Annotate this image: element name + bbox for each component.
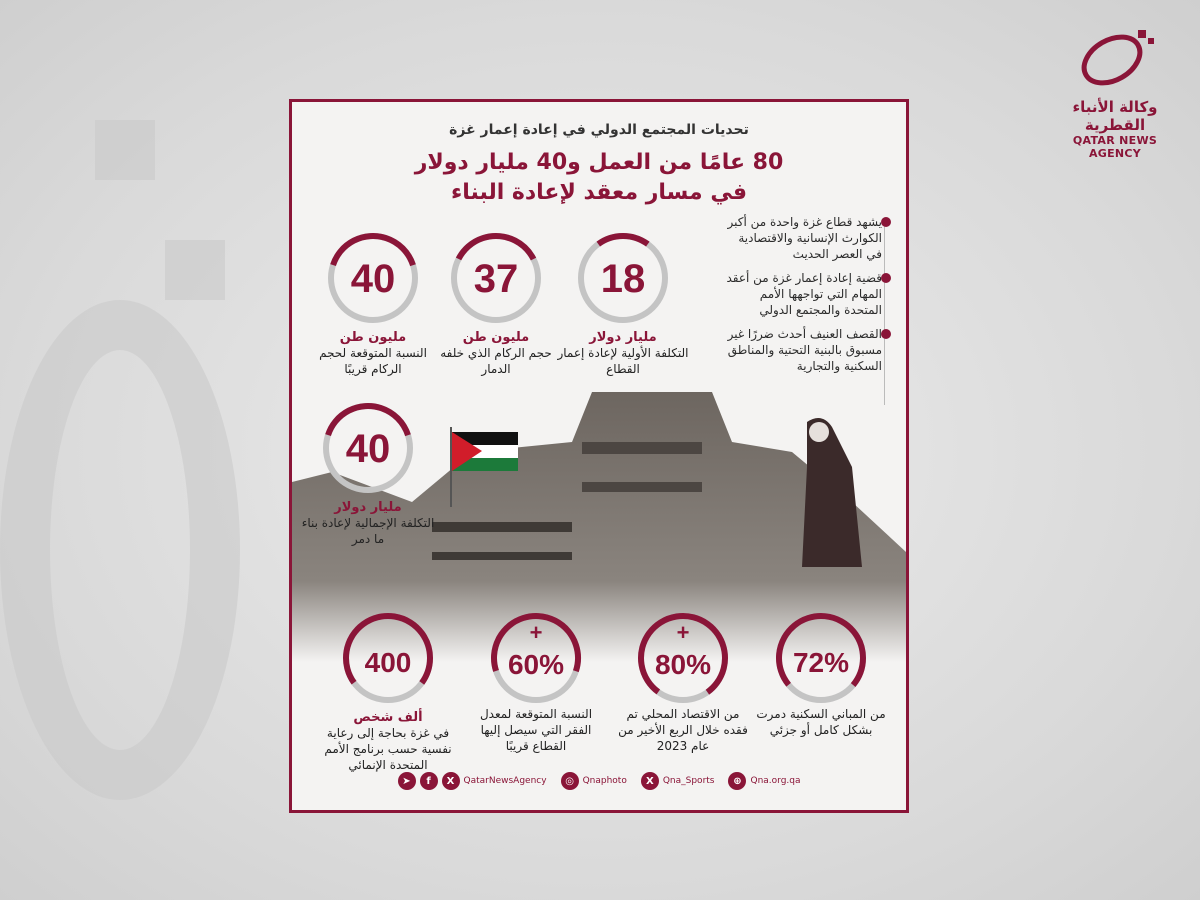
stat-description: التكلفة الأولية لإعادة إعمار القطاع <box>557 346 689 376</box>
stat-value: 400 <box>365 647 412 678</box>
bullet-list: يشهد قطاع غزة واحدة من أكبر الكوارث الإن… <box>722 214 891 405</box>
title-line: في مسار معقد لإعادة البناء <box>450 180 748 205</box>
bullet-text: يشهد قطاع غزة واحدة من أكبر الكوارث الإن… <box>727 215 882 261</box>
stat-unit: مليار دولار <box>334 500 402 515</box>
social-group: X Qna_Sports <box>640 772 715 790</box>
stat-value: 40 <box>351 257 396 301</box>
stat-description: النسبة المتوقعة لحجم الركام قريبًا <box>319 346 427 376</box>
handle-qatarnewsagency[interactable]: QatarNewsAgency <box>463 776 547 786</box>
infographic-card: تحديات المجتمع الدولي في إعادة إعمار غزة… <box>289 99 909 813</box>
logo-arabic: وكالة الأنباء القطرية <box>1072 98 1158 134</box>
bullet-item: القصف العنيف أحدث ضررًا غير مسبوق بالبني… <box>722 326 891 374</box>
globe-icon[interactable]: ⊕ <box>728 772 747 790</box>
social-group: ⊕ Qna.org.qa <box>728 772 801 790</box>
qna-emblem-icon <box>1081 30 1154 86</box>
instagram-icon[interactable]: ◎ <box>560 772 579 790</box>
stat-value: 37 <box>474 257 519 301</box>
telegram-icon[interactable]: ➤ <box>397 772 416 790</box>
stat-value: 72% <box>793 647 849 678</box>
x-icon[interactable]: X <box>640 772 659 790</box>
stat-unit: ألف شخص <box>353 710 423 725</box>
ring-fill <box>776 613 866 703</box>
bg-square <box>165 240 225 300</box>
stat-description: النسبة المتوقعة لمعدل الفقر التي سيصل إل… <box>479 707 593 753</box>
plus-sign: + <box>677 620 690 645</box>
stat-description: التكلفة الإجمالية لإعادة بناء ما دمر <box>301 516 435 546</box>
bullet-item: قضية إعادة إعمار غزة من أعقد المهام التي… <box>722 270 891 318</box>
stat-item: 40 مليار دولار التكلفة الإجمالية لإعادة بن… <box>298 400 438 547</box>
main-title: 80 عامًا من العمل و40 مليار دولار في مسا… <box>292 148 906 208</box>
bg-ring <box>0 300 240 800</box>
stat-ring: 40 <box>323 403 413 493</box>
stat-ring: 40 <box>328 233 418 323</box>
stat-item: 40 مليون طن النسبة المتوقعة لحجم الركام قر… <box>303 230 443 377</box>
stat-description: في غزة بحاجة إلى رعاية نفسية حسب برنامج … <box>324 726 452 772</box>
stat-value: 60% <box>508 649 564 680</box>
bullet-item: يشهد قطاع غزة واحدة من أكبر الكوارث الإن… <box>722 214 891 262</box>
ring-fill <box>343 613 433 704</box>
facebook-icon[interactable]: f <box>419 772 438 790</box>
destroyed-buildings-photo <box>292 392 906 662</box>
x-icon[interactable]: X <box>441 772 460 790</box>
stat-ring: 72% <box>776 613 866 703</box>
ring-fill <box>577 233 668 323</box>
stat-item: 400 ألف شخص في غزة بحاجة إلى رعاية نفسية ح… <box>318 610 458 773</box>
stat-value: 40 <box>346 427 391 471</box>
handle-qna-sports[interactable]: Qna_Sports <box>662 776 715 786</box>
bullet-text: القصف العنيف أحدث ضررًا غير مسبوق بالبني… <box>727 327 882 373</box>
stat-item: +80% من الاقتصاد المحلي تم فقده خلال الرب… <box>613 610 753 754</box>
social-group: ◎ Qnaphoto <box>560 772 627 790</box>
stat-item: 72% من المباني السكنية دمرت بشكل كامل أو … <box>751 610 891 738</box>
stat-ring: 37 <box>451 233 541 323</box>
stat-item: 18 مليار دولار التكلفة الأولية لإعادة إعما… <box>553 230 693 377</box>
subtitle: تحديات المجتمع الدولي في إعادة إعمار غزة <box>449 122 749 138</box>
bullet-dot-icon <box>881 329 891 339</box>
bullet-dot-icon <box>881 273 891 283</box>
bg-square <box>95 120 155 180</box>
stat-description: من الاقتصاد المحلي تم فقده خلال الربع ال… <box>618 707 748 753</box>
ring-fill <box>491 613 581 703</box>
stat-description: حجم الركام الذي خلفه الدمار <box>440 346 552 376</box>
social-footer: ➤ f X QatarNewsAgency ◎ Qnaphoto X Qna_S… <box>292 772 906 790</box>
bullet-text: قضية إعادة إعمار غزة من أعقد المهام التي… <box>726 271 882 317</box>
handle-qnaphoto[interactable]: Qnaphoto <box>582 776 627 786</box>
bullet-dot-icon <box>881 217 891 227</box>
timeline-line <box>884 220 885 405</box>
stat-value: 18 <box>601 257 646 301</box>
stat-ring: +60% <box>491 613 581 703</box>
website-link[interactable]: Qna.org.qa <box>750 776 801 786</box>
stat-unit: مليون طن <box>462 330 530 345</box>
stat-description: من المباني السكنية دمرت بشكل كامل أو جزئ… <box>756 707 886 737</box>
stat-ring: 18 <box>577 233 668 323</box>
stat-unit: مليون طن <box>339 330 407 345</box>
stat-item: +60% النسبة المتوقعة لمعدل الفقر التي سيص… <box>466 610 606 754</box>
logo-english: QATAR NEWS AGENCY <box>1072 134 1158 160</box>
stat-ring: 400 <box>343 613 433 704</box>
social-group: ➤ f X QatarNewsAgency <box>397 772 547 790</box>
stat-value: 80% <box>655 649 711 680</box>
title-line: 80 عامًا من العمل و40 مليار دولار <box>414 150 784 175</box>
stat-ring: +80% <box>638 612 728 703</box>
qna-logo: وكالة الأنباء القطرية QATAR NEWS AGENCY <box>1045 22 1185 160</box>
plus-sign: + <box>530 620 543 645</box>
stat-unit: مليار دولار <box>589 330 657 345</box>
stat-item: 37 مليون طن حجم الركام الذي خلفه الدمار <box>426 230 566 377</box>
